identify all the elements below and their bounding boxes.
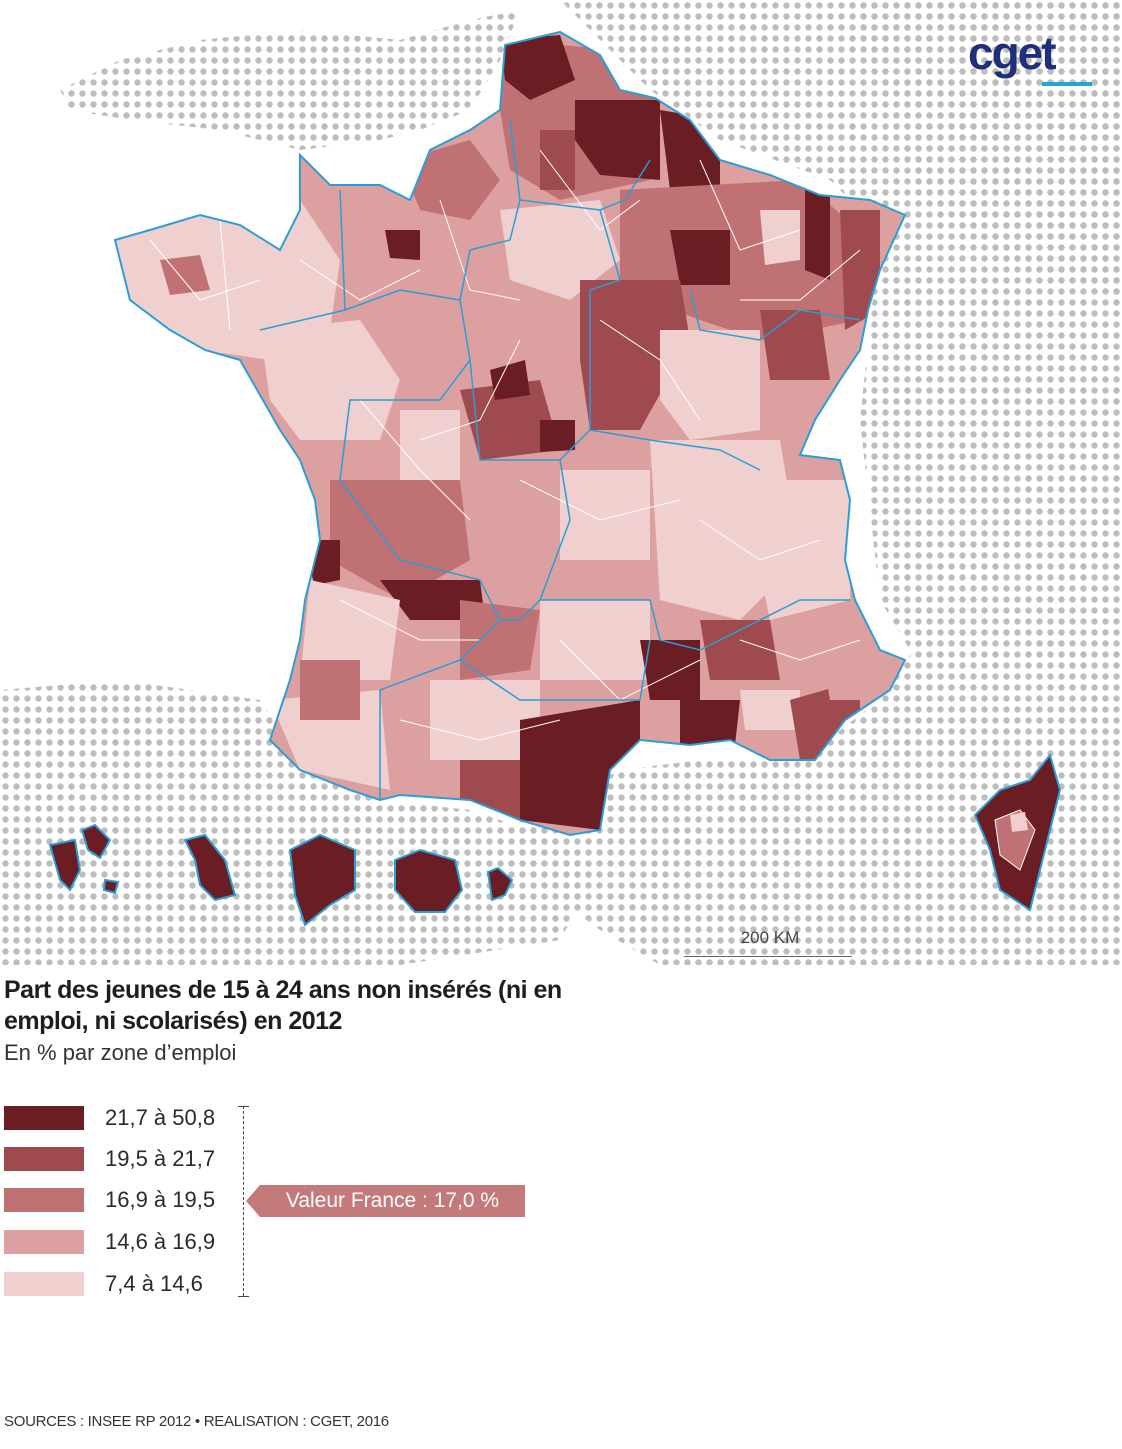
legend-swatch [4, 1147, 84, 1171]
guadeloupe-shape [48, 823, 120, 895]
scale-bar [684, 956, 852, 957]
legend-swatch [4, 1106, 84, 1130]
legend-bracket-tick [238, 1296, 249, 1297]
legend-item: 21,7 à 50,8 [4, 1105, 216, 1130]
legend-item: 16,9 à 19,5 [4, 1187, 216, 1212]
legend-bracket-tick [238, 1106, 249, 1107]
mayotte-shape [486, 866, 514, 902]
france-value-arrow [246, 1185, 260, 1217]
overseas-territories [48, 823, 514, 927]
legend-label: 14,6 à 16,9 [105, 1229, 216, 1254]
mainland-outline [113, 30, 907, 837]
cget-logo: cget [968, 27, 1057, 79]
legend-bracket [243, 1106, 245, 1296]
scale-label: 200 KM [740, 928, 800, 947]
legend-label: 21,7 à 50,8 [105, 1105, 216, 1130]
legend-item: 19,5 à 21,7 [4, 1146, 216, 1171]
region-borders [259, 119, 861, 800]
legend-item: 14,6 à 16,9 [4, 1229, 216, 1254]
neighbour-land-uk [60, 10, 520, 150]
guyane-shape [288, 833, 356, 927]
legend-swatch [4, 1188, 84, 1212]
reunion-shape [394, 848, 464, 913]
legend-label: 19,5 à 21,7 [105, 1146, 216, 1171]
map-subtitle: En % par zone d’emploi [4, 1040, 237, 1065]
legend-item: 7,4 à 14,6 [4, 1271, 203, 1296]
legend-swatch [4, 1272, 84, 1296]
map-title: Part des jeunes de 15 à 24 ans non insér… [4, 976, 562, 1035]
neighbour-land-topright [850, 0, 1122, 300]
france-value-badge: Valeur France : 17,0 % [260, 1185, 525, 1217]
sources-credit: SOURCES : INSEE RP 2012 • REALISATION : … [4, 1413, 389, 1430]
neighbour-land-north [520, 0, 1122, 965]
choropleth-map [0, 0, 1122, 965]
logo-accent-bar [1042, 82, 1092, 86]
legend-swatch [4, 1230, 84, 1254]
map-svg [0, 0, 1122, 965]
martinique-shape [183, 833, 237, 902]
corsica [973, 752, 1062, 912]
legend-label: 7,4 à 14,6 [105, 1271, 203, 1296]
legend-label: 16,9 à 19,5 [105, 1187, 216, 1212]
